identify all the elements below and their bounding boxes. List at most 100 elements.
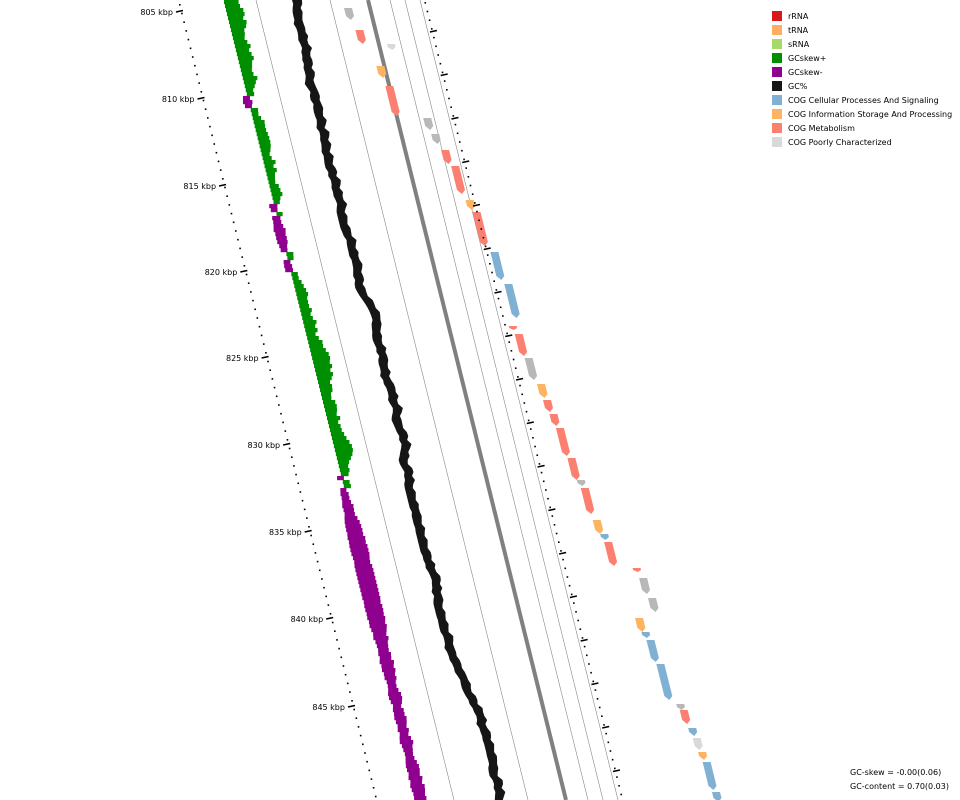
- outer-minor-tick: [557, 541, 560, 543]
- gc-skew-positive-bar: [332, 440, 350, 445]
- guide-line: [255, 0, 455, 800]
- gc-skew-positive-bar: [229, 24, 247, 29]
- ruler-minor-tick: [306, 517, 308, 519]
- gc-skew-negative-bar: [244, 104, 252, 109]
- gc-skew-positive-bar: [233, 40, 248, 45]
- outer-minor-tick: [504, 323, 506, 326]
- gc-skew-positive-bar: [259, 144, 271, 149]
- legend-label: tRNA: [788, 25, 809, 35]
- outer-minor-tick: [564, 567, 567, 570]
- outer-minor-tick: [581, 637, 584, 639]
- gc-skew-positive-bar: [330, 432, 345, 437]
- gc-skew-positive-bar: [244, 84, 255, 89]
- outer-minor-tick: [452, 115, 455, 117]
- outer-minor-tick: [560, 550, 562, 552]
- ruler-minor-tick: [200, 91, 203, 93]
- legend-label: COG Information Storage And Processing: [788, 109, 953, 119]
- gc-skew-negative-bar: [270, 208, 278, 213]
- gc-skew-positive-bar: [301, 312, 311, 317]
- feature-arrow: [355, 30, 366, 44]
- outer-minor-tick: [517, 376, 519, 378]
- outer-minor-tick: [495, 289, 498, 291]
- gc-skew-positive-bar: [269, 184, 279, 189]
- gc-skew-positive-bar: [322, 396, 332, 401]
- gc-skew-negative-bar: [395, 720, 407, 725]
- outer-minor-tick: [585, 654, 588, 657]
- outer-minor-tick: [547, 497, 549, 500]
- outer-minor-tick: [594, 689, 597, 691]
- gc-skew-positive-bar: [343, 484, 351, 489]
- legend-swatch: [772, 81, 782, 91]
- feature-arrow: [490, 252, 505, 280]
- outer-minor-tick: [536, 454, 539, 456]
- ruler-major-tick: [197, 96, 205, 100]
- ruler-minor-tick: [318, 569, 321, 572]
- gc-skew-negative-bar: [341, 496, 350, 501]
- feature-arrow: [472, 212, 488, 246]
- ruler-minor-tick: [321, 578, 323, 580]
- gc-skew-positive-bar: [302, 316, 313, 321]
- legend-swatch: [772, 11, 782, 21]
- gc-skew-positive-bar: [266, 172, 275, 177]
- ruler-tick-label: 815 kbp: [183, 182, 216, 191]
- outer-minor-tick: [551, 515, 554, 517]
- gc-skew-positive-bar: [334, 448, 353, 453]
- gc-skew-positive-bar: [313, 360, 330, 365]
- ruler-major-tick: [261, 355, 269, 359]
- outer-major-tick: [526, 421, 534, 425]
- gc-skew-positive-bar: [271, 192, 283, 197]
- ruler-minor-tick: [194, 64, 196, 67]
- ruler-minor-tick: [344, 673, 347, 676]
- gc-skew-negative-bar: [389, 696, 403, 701]
- gc-skew-negative-bar: [408, 772, 420, 777]
- gc-skew-negative-bar: [337, 476, 344, 481]
- gc-skew-positive-bar: [265, 168, 277, 173]
- ruler-minor-tick: [226, 195, 228, 197]
- gc-skew-negative-bar: [364, 604, 383, 609]
- outer-minor-tick: [499, 306, 502, 309]
- gc-skew-positive-bar: [228, 20, 247, 25]
- outer-major-tick: [602, 725, 610, 729]
- gc-skew-negative-bar: [394, 712, 405, 717]
- ruler-minor-tick: [224, 186, 226, 189]
- gc-skew-negative-bar: [381, 664, 394, 669]
- ruler-major-tick: [175, 9, 184, 13]
- ruler-minor-tick: [222, 178, 224, 180]
- ruler-minor-tick: [278, 404, 280, 406]
- ruler-minor-tick: [288, 447, 291, 450]
- gc-skew-positive-bar: [238, 60, 253, 65]
- gc-skew-negative-bar: [273, 220, 282, 225]
- ruler-minor-tick: [295, 473, 297, 476]
- gc-skew-negative-bar: [273, 224, 284, 229]
- outer-minor-tick: [605, 732, 607, 735]
- ruler-minor-tick: [217, 160, 220, 163]
- ruler-minor-tick: [260, 334, 263, 337]
- outer-minor-tick: [611, 758, 614, 761]
- ruler-minor-tick: [301, 499, 304, 502]
- gc-skew-negative-bar: [350, 548, 369, 553]
- ruler-minor-tick: [245, 273, 248, 276]
- feature-arrow: [524, 358, 538, 380]
- legend-swatch: [772, 67, 782, 77]
- gc-skew-positive-bar: [333, 444, 352, 449]
- outer-minor-tick: [545, 489, 547, 491]
- outer-major-tick: [537, 464, 545, 468]
- gc-skew-negative-bar: [344, 516, 358, 521]
- gc-skew-positive-bar: [262, 156, 272, 161]
- outer-minor-tick: [568, 584, 571, 587]
- ruler-minor-tick: [219, 169, 222, 171]
- ruler-minor-tick: [372, 787, 375, 789]
- outer-minor-tick: [476, 210, 478, 213]
- ruler-minor-tick: [362, 743, 364, 746]
- outer-major-tick: [612, 769, 621, 773]
- ruler-minor-tick: [198, 82, 200, 84]
- gc-skew-negative-bar: [363, 600, 381, 605]
- ruler-minor-tick: [256, 317, 259, 319]
- gc-skew-negative-bar: [411, 788, 425, 793]
- gc-skew-negative-bar: [283, 260, 291, 265]
- feature-arrow: [576, 480, 586, 486]
- gc-skew-negative-bar: [284, 264, 293, 269]
- feature-arrow: [604, 542, 618, 566]
- gc-skew-negative-bar: [340, 488, 347, 493]
